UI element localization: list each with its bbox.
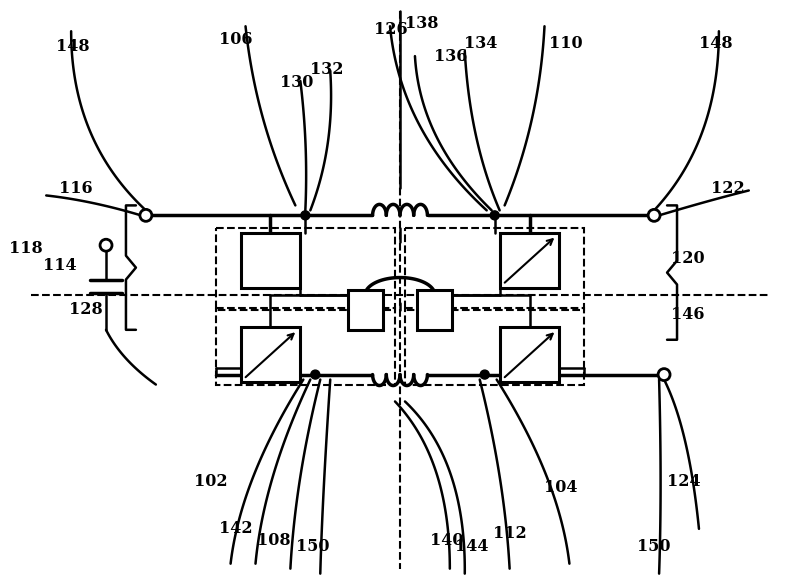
Circle shape: [100, 239, 112, 251]
Bar: [348, 290, 382, 330]
Circle shape: [480, 370, 489, 379]
Text: 126: 126: [374, 21, 408, 38]
Text: 148: 148: [699, 35, 733, 52]
Text: 146: 146: [671, 306, 705, 324]
Bar: [405, 308, 584, 384]
Bar: [216, 308, 395, 384]
Text: 130: 130: [281, 75, 314, 91]
Text: 112: 112: [493, 525, 526, 543]
Bar: [241, 327, 300, 382]
Bar: [418, 290, 452, 330]
Text: 150: 150: [637, 538, 670, 555]
Bar: [405, 228, 584, 310]
Bar: [500, 233, 559, 288]
Text: 104: 104: [545, 479, 578, 496]
Text: 118: 118: [10, 240, 43, 256]
Text: 102: 102: [194, 472, 227, 490]
Bar: [241, 233, 300, 288]
Text: 122: 122: [711, 180, 745, 197]
Text: 120: 120: [671, 250, 705, 267]
Text: 144: 144: [455, 538, 488, 555]
Circle shape: [648, 210, 660, 221]
Text: 136: 136: [434, 47, 467, 65]
Text: 134: 134: [464, 35, 497, 52]
Text: 142: 142: [218, 521, 252, 537]
Circle shape: [301, 211, 310, 220]
Text: 124: 124: [667, 472, 701, 490]
Text: 110: 110: [550, 35, 583, 52]
Circle shape: [658, 369, 670, 380]
Circle shape: [311, 370, 320, 379]
Text: 114: 114: [43, 256, 77, 274]
Bar: [216, 228, 395, 310]
Text: 106: 106: [218, 31, 252, 47]
Text: 138: 138: [405, 15, 438, 32]
Text: 128: 128: [69, 302, 103, 318]
Text: 148: 148: [56, 38, 90, 54]
Text: 140: 140: [430, 532, 463, 549]
Circle shape: [490, 211, 499, 220]
Text: 116: 116: [59, 180, 93, 197]
Circle shape: [140, 210, 152, 221]
Bar: [500, 327, 559, 382]
Text: 132: 132: [310, 61, 344, 78]
Text: 108: 108: [258, 532, 291, 549]
Text: 150: 150: [296, 538, 330, 555]
